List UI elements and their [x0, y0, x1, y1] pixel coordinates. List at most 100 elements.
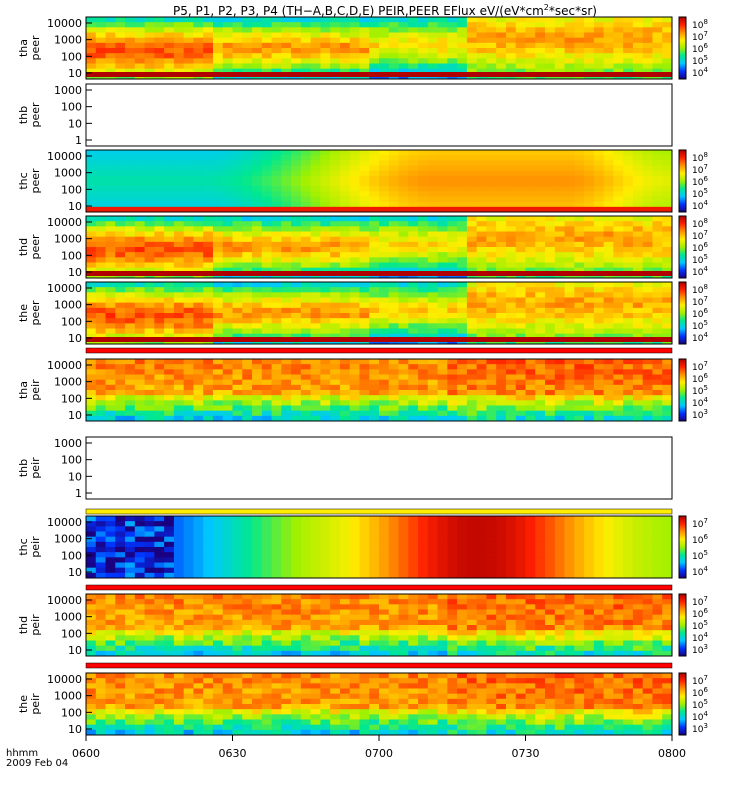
heatmap-cell [359, 170, 370, 177]
heatmap-cell [300, 175, 312, 182]
heatmap-cell [242, 650, 253, 656]
heatmap-cell [232, 58, 243, 65]
heatmap-cell [398, 247, 409, 253]
heatmap-cell [388, 410, 400, 417]
heatmap-cell [466, 400, 478, 407]
low-energy-band [86, 72, 672, 77]
heatmap-cell [593, 17, 605, 23]
heatmap-cell [271, 196, 282, 203]
heatmap-cell [86, 257, 97, 264]
heatmap-cell [330, 241, 341, 248]
heatmap-cell [564, 374, 575, 381]
heatmap-cell [457, 247, 468, 253]
heatmap-cell [613, 226, 624, 233]
heatmap-cell [349, 630, 361, 636]
heatmap-cell [300, 364, 312, 370]
heatmap-cell [95, 313, 107, 319]
heatmap-cell [134, 390, 146, 396]
heatmap-cell [476, 594, 488, 600]
heatmap-cell [291, 359, 302, 365]
heatmap-cell [320, 557, 331, 564]
heatmap-cell [310, 68, 321, 75]
heatmap-cell [339, 175, 351, 182]
heatmap-cell [330, 640, 341, 647]
heatmap-cell [388, 635, 400, 642]
heatmap-cell [349, 196, 361, 203]
heatmap-cell [388, 302, 400, 309]
heatmap-cell [212, 609, 224, 616]
heatmap-cell [515, 216, 527, 222]
heatmap-cell [349, 191, 361, 198]
heatmap-cell [164, 58, 175, 65]
heatmap-cell [623, 170, 634, 177]
heatmap-cell [183, 359, 195, 365]
heatmap-cell [271, 640, 282, 647]
heatmap-cell [505, 410, 517, 417]
heatmap-cell [359, 369, 370, 376]
heatmap-cell [173, 614, 185, 621]
heatmap-cell [398, 307, 409, 314]
heatmap-cell [252, 32, 263, 39]
heatmap-cell [584, 318, 595, 324]
heatmap-cell [613, 410, 624, 417]
heatmap-cell [164, 160, 175, 167]
heatmap-cell [613, 374, 624, 381]
heatmap-cell [134, 400, 146, 407]
heatmap-cell [632, 201, 644, 208]
heatmap-cell [252, 262, 263, 269]
heatmap-cell [252, 37, 263, 44]
heatmap-cell [349, 364, 361, 370]
heatmap-cell [584, 292, 595, 299]
heatmap-cell [564, 186, 575, 192]
heatmap-cell [193, 292, 204, 299]
heatmap-cell [222, 175, 234, 182]
heatmap-cell [584, 572, 595, 578]
heatmap-cell [154, 384, 165, 391]
heatmap-cell [408, 594, 419, 600]
heatmap-cell [505, 384, 517, 391]
heatmap-cell [271, 410, 282, 417]
y-tick-label: 10 [68, 409, 82, 422]
heatmap-cell [662, 415, 672, 421]
heatmap-cell [496, 165, 507, 172]
heatmap-cell [427, 333, 439, 340]
heatmap-cell [564, 150, 575, 156]
heatmap-cell [115, 541, 126, 548]
heatmap-thc-peer [86, 150, 672, 212]
heatmap-cell [291, 27, 302, 34]
heatmap-cell [593, 247, 605, 253]
heatmap-cell [193, 287, 204, 293]
heatmap-cell [173, 359, 185, 365]
heatmap-cell [261, 625, 273, 631]
heatmap-cell [603, 37, 614, 44]
heatmap-cell [252, 410, 263, 417]
heatmap-cell [515, 526, 527, 533]
heatmap-cell [642, 42, 654, 49]
heatmap-cell [320, 415, 331, 421]
heatmap-cell [339, 241, 351, 248]
heatmap-cell [144, 645, 155, 652]
heatmap-cell [115, 165, 126, 172]
heatmap-cell [222, 390, 234, 396]
heatmap-cell [339, 247, 351, 253]
heatmap-cell [320, 400, 331, 407]
heatmap-cell [632, 323, 644, 330]
heatmap-cell [183, 231, 195, 238]
heatmap-cell [281, 552, 292, 558]
heatmap-cell [593, 516, 605, 522]
heatmap-cell [427, 27, 439, 34]
heatmap-cell [447, 572, 458, 578]
heatmap-cell [447, 257, 458, 264]
heatmap-cell [408, 328, 419, 335]
heatmap-cell [203, 201, 214, 208]
heatmap-cell [632, 364, 644, 370]
colorbar-tick-label: 108 [692, 18, 708, 31]
heatmap-cell [95, 252, 107, 258]
heatmap-cell [457, 287, 468, 293]
heatmap-cell [125, 191, 136, 198]
heatmap-cell [466, 226, 478, 233]
heatmap-cell [330, 302, 341, 309]
heatmap-cell [515, 58, 527, 65]
heatmap-cell [271, 541, 282, 548]
heatmap-cell [427, 247, 439, 253]
